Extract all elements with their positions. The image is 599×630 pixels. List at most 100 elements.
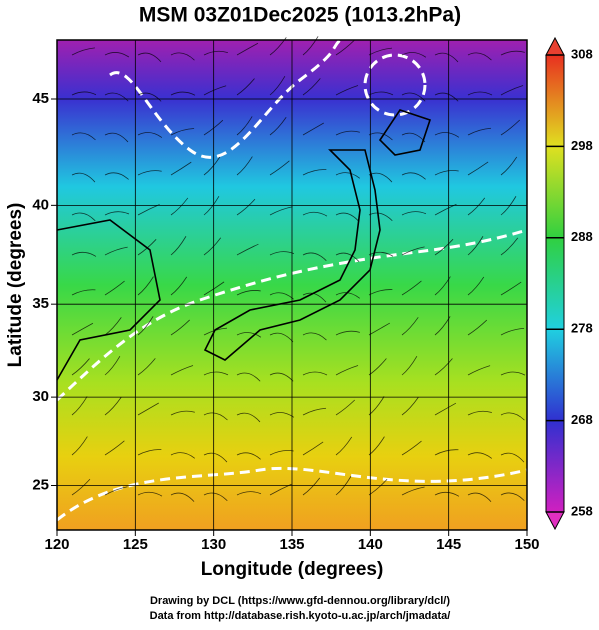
streamline	[434, 491, 460, 497]
streamline	[170, 365, 194, 376]
streamline	[170, 276, 188, 296]
streamline	[203, 371, 229, 376]
colorbar-tick-label: 278	[571, 321, 593, 336]
streamline	[71, 396, 88, 416]
streamline	[434, 402, 457, 416]
streamline	[401, 52, 427, 58]
streamline	[368, 132, 393, 141]
streamline	[335, 252, 360, 262]
colorbar-tick-label: 258	[571, 503, 593, 518]
streamline	[500, 371, 526, 376]
streamline	[368, 212, 393, 222]
streamline	[335, 172, 361, 179]
x-tick-label: 150	[514, 536, 539, 553]
streamline	[236, 412, 261, 423]
streamline	[137, 276, 154, 296]
colorbar-tick-label: 268	[571, 412, 593, 427]
x-tick-label: 140	[358, 536, 383, 553]
streamline	[467, 52, 492, 61]
coastline	[56, 109, 432, 381]
streamline	[302, 292, 327, 303]
streamline	[401, 317, 419, 336]
streamline	[137, 449, 162, 456]
streamline	[104, 440, 125, 456]
streamline	[137, 92, 162, 102]
streamline	[137, 170, 162, 176]
streamline	[236, 290, 261, 296]
streamline	[170, 52, 195, 61]
streamline	[368, 322, 391, 336]
streamline	[137, 402, 159, 416]
streamline	[71, 436, 88, 456]
x-axis-label: Longitude (degrees)	[201, 559, 384, 580]
streamline	[335, 399, 356, 416]
streamline	[401, 440, 422, 456]
streamline	[203, 237, 222, 256]
streamline	[137, 358, 156, 376]
streamline	[467, 365, 491, 376]
streamline	[500, 50, 525, 56]
x-tick-label: 135	[279, 536, 304, 553]
streamline	[203, 452, 228, 463]
streamline	[104, 246, 128, 256]
credit: Data from http://database.rish.kyoto-u.a…	[150, 610, 451, 622]
streamline	[434, 132, 460, 138]
streamline	[434, 92, 459, 102]
streamline	[203, 85, 227, 96]
streamline	[302, 36, 319, 56]
streamline	[104, 280, 125, 296]
streamline	[401, 246, 425, 256]
streamline	[269, 160, 290, 176]
y-tick-label: 25	[32, 476, 49, 493]
streamline	[401, 397, 419, 416]
streamline	[500, 196, 517, 216]
streamline	[236, 156, 253, 176]
x-tick-label: 145	[436, 536, 461, 553]
streamline	[434, 52, 459, 63]
streamline	[401, 172, 426, 180]
streamline	[236, 198, 256, 216]
streamline	[203, 327, 228, 336]
streamline	[500, 119, 521, 136]
streamline	[302, 441, 324, 456]
streamline	[236, 491, 262, 496]
streamline	[203, 412, 228, 421]
streamline	[269, 332, 294, 343]
streamline	[335, 85, 359, 96]
streamline	[236, 452, 261, 460]
streamline	[137, 491, 163, 497]
colorbar-tick-label: 288	[571, 229, 593, 244]
streamline	[434, 449, 459, 456]
streamline	[302, 371, 328, 376]
streamline	[104, 211, 130, 216]
streamline	[170, 492, 195, 502]
streamline	[335, 292, 361, 299]
colorbar-min-arrow	[545, 511, 565, 531]
streamline	[236, 372, 261, 382]
streamline	[269, 206, 293, 216]
streamline	[467, 91, 493, 96]
streamline	[467, 236, 484, 256]
streamline	[71, 91, 97, 96]
x-tick-label: 120	[44, 536, 69, 553]
credit: Drawing by DCL (https://www.gfd-dennou.o…	[150, 595, 450, 607]
streamline	[71, 212, 96, 222]
streamline	[170, 236, 187, 256]
streamline	[203, 50, 228, 56]
streamline	[236, 332, 262, 338]
streamline	[302, 211, 328, 217]
streamline	[302, 169, 327, 176]
streamline	[203, 492, 228, 502]
streamline	[401, 486, 425, 496]
streamline	[302, 407, 327, 416]
streamline	[203, 196, 220, 216]
streamline	[335, 330, 360, 336]
streamline	[335, 212, 360, 222]
streamline	[71, 478, 91, 496]
streamline	[467, 276, 485, 296]
streamline	[368, 289, 393, 296]
streamline	[335, 39, 355, 56]
streamline	[71, 322, 94, 336]
streamline	[467, 161, 489, 176]
